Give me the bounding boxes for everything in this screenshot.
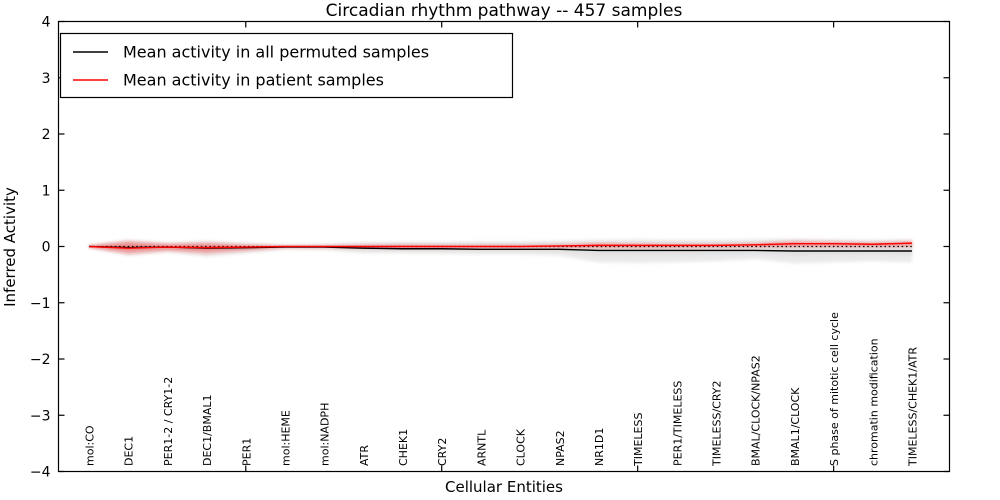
y-tick-label: −4 <box>30 465 51 481</box>
x-category-label: DEC1/BMAL1 <box>201 395 214 467</box>
y-tick-label: 1 <box>42 183 51 199</box>
x-category-label: mol:CO <box>84 425 97 466</box>
y-tick-label: −3 <box>30 408 51 424</box>
x-category-label: PER1 <box>240 438 253 466</box>
x-category-label: CLOCK <box>515 428 528 466</box>
y-axis-label: Inferred Activity <box>1 187 19 307</box>
chart-title: Circadian rhythm pathway -- 457 samples <box>326 1 683 21</box>
y-tick-label: −2 <box>30 352 51 368</box>
x-category-label: CRY2 <box>436 438 449 466</box>
legend-box <box>59 32 514 99</box>
series-line-patient <box>88 242 913 249</box>
x-category-label: PER1/TIMELESS <box>671 381 684 466</box>
legend: Mean activity in all permuted samples Me… <box>59 32 514 99</box>
y-tick-label: 3 <box>42 71 51 87</box>
x-category-label: PER1-2 / CRY1-2 <box>162 377 175 466</box>
legend-label-permuted: Mean activity in all permuted samples <box>123 43 429 62</box>
x-category-label: NR1D1 <box>593 428 606 466</box>
x-category-label: mol:NADPH <box>319 403 332 466</box>
band-patient <box>89 240 912 255</box>
plot-frame <box>57 20 951 473</box>
x-category-label: S phase of mitotic cell cycle <box>828 312 841 466</box>
x-category-label: mol:HEME <box>279 410 292 466</box>
x-axis-label: Cellular Entities <box>445 478 563 496</box>
x-category-label: TIMELESS <box>632 413 645 467</box>
x-category-label: DEC1 <box>123 436 136 466</box>
y-tick-label: 4 <box>42 15 51 31</box>
y-tick-label: 2 <box>42 127 51 143</box>
x-category-label: ATR <box>358 445 371 466</box>
x-category-label: NPAS2 <box>554 430 567 466</box>
x-category-label: TIMELESS/CRY2 <box>711 381 724 468</box>
x-category-label: ARNTL <box>475 429 488 466</box>
y-tick-label: −1 <box>30 296 51 312</box>
x-category-label: BMAL/CLOCK/NPAS2 <box>750 355 763 466</box>
x-category-label: CHEK1 <box>397 429 410 466</box>
plot-area: 4 3 2 1 0 −1 −2 −3 −4 mol:CO DEC1 PER1-2 / CRY1-2 DE… <box>30 15 950 481</box>
x-category-label: chromatin modification <box>867 338 880 466</box>
y-tick-label: 0 <box>42 240 51 256</box>
x-category-label: BMAL1/CLOCK <box>789 387 802 466</box>
legend-label-patient: Mean activity in patient samples <box>123 71 384 90</box>
x-category-label: TIMELESS/CHEK1/ATR <box>907 347 920 467</box>
